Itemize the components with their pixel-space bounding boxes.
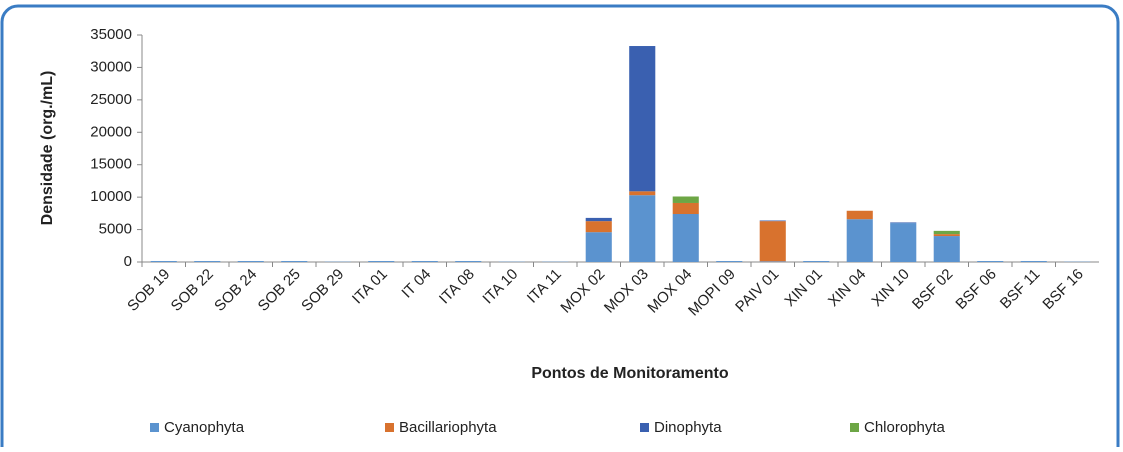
x-tick-label: XIN 10 — [868, 266, 912, 310]
legend-swatch — [150, 423, 159, 432]
legend-swatch — [640, 423, 649, 432]
x-tick-label: XIN 04 — [825, 266, 869, 310]
x-tick-label: ITA 01 — [349, 266, 391, 308]
x-axis-title: Pontos de Monitoramento — [531, 365, 729, 382]
bar-segment — [586, 221, 612, 232]
bar-segment — [760, 221, 786, 261]
x-tick-label: PAIV 01 — [732, 266, 782, 316]
x-tick-label: SOB 24 — [211, 266, 260, 315]
x-tick-label: SOB 19 — [124, 266, 173, 315]
x-tick-label: MOX 03 — [601, 266, 652, 317]
y-tick-label: 5000 — [99, 221, 132, 238]
x-tick-label: ITA 10 — [479, 266, 521, 308]
x-tick-label: SOB 25 — [255, 266, 304, 315]
legend-swatch — [385, 423, 394, 432]
y-tick-label: 0 — [124, 253, 132, 270]
bar-segment — [716, 261, 742, 262]
y-axis-title: Densidade (org./mL) — [39, 71, 56, 226]
bar-segment — [586, 232, 612, 262]
bar-segment — [586, 218, 612, 221]
bar-segment — [847, 219, 873, 262]
bar-segment — [977, 261, 1003, 262]
x-tick-label: BSF 16 — [1039, 266, 1086, 313]
x-tick-label: BSF 02 — [909, 266, 956, 313]
bar-segment — [673, 214, 699, 262]
legend-label: Cyanophyta — [164, 419, 245, 436]
x-tick-label: ITA 08 — [436, 266, 478, 308]
bar-segment — [934, 234, 960, 236]
bar-segment — [412, 261, 438, 262]
x-tick-label: MOPI 09 — [685, 266, 739, 320]
bar-segment — [455, 261, 481, 262]
bar-segment — [934, 231, 960, 234]
legend-swatch — [850, 423, 859, 432]
x-tick-label: BSF 11 — [997, 266, 1044, 313]
bar-segment — [194, 261, 220, 262]
x-tick-label: SOB 29 — [298, 266, 347, 315]
x-tick-label: IT 04 — [398, 266, 434, 302]
bar-segment — [629, 195, 655, 262]
bar-segment — [673, 203, 699, 214]
x-tick-label: BSF 06 — [952, 266, 999, 313]
y-tick-label: 30000 — [90, 58, 132, 75]
legend-label: Dinophyta — [654, 419, 722, 436]
y-tick-label: 20000 — [90, 123, 132, 140]
x-tick-label: XIN 01 — [781, 266, 825, 310]
bar-segment — [629, 46, 655, 191]
x-tick-label: ITA 11 — [524, 266, 565, 307]
bar-segment — [890, 222, 916, 223]
bar-segment — [760, 220, 786, 221]
y-tick-label: 15000 — [90, 156, 132, 173]
bar-segment — [151, 261, 177, 262]
bar-segment — [673, 196, 699, 202]
bar-segment — [629, 191, 655, 195]
bar-segment — [890, 223, 916, 262]
bar-segment — [1021, 261, 1047, 262]
x-tick-label: SOB 22 — [168, 266, 217, 315]
y-tick-label: 35000 — [90, 26, 132, 43]
legend-label: Chlorophyta — [864, 419, 946, 436]
y-tick-label: 10000 — [90, 188, 132, 205]
bar-segment — [238, 261, 264, 262]
bar-segment — [847, 211, 873, 219]
x-tick-label: MOX 02 — [557, 266, 608, 317]
y-tick-label: 25000 — [90, 91, 132, 108]
bar-segment — [281, 261, 307, 262]
legend-label: Bacillariophyta — [399, 419, 497, 436]
bar-segment — [803, 261, 829, 262]
bar-segment — [760, 261, 786, 262]
bar-segment — [934, 236, 960, 262]
bar-segment — [368, 261, 394, 262]
